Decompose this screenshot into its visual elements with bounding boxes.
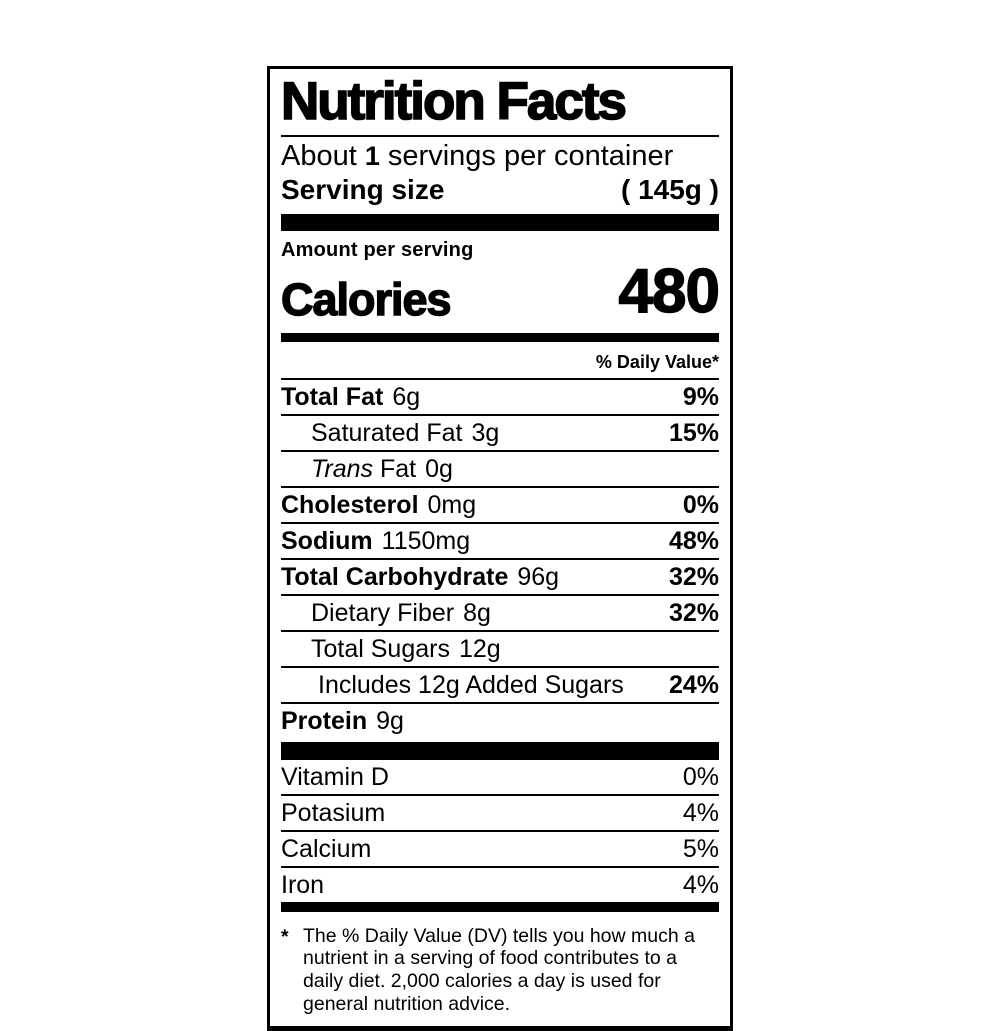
calories-row: Calories 480 (280, 256, 721, 328)
nutrient-amount: 12g (458, 634, 501, 663)
nutrient-row-cholesterol: Cholesterol 0mg 0% (281, 485, 719, 522)
nutrient-row-saturated-fat: Saturated Fat 3g 15% (281, 413, 719, 450)
nutrient-row-vitamin-d: Vitamin D 0% (281, 760, 719, 794)
nutrient-name: Cholesterol (281, 490, 419, 519)
nutrient-row-trans-fat: Trans Fat 0g (281, 449, 719, 486)
nutrient-name: Sodium (281, 526, 373, 555)
serving-size-value: ( 145g ) (620, 173, 719, 205)
macronutrient-section: Total Fat 6g 9% Saturated Fat 3g 15% Trans… (281, 377, 719, 738)
micronutrient-section: Vitamin D 0% Potasium 4% Calcium 5% Iron… (281, 760, 719, 902)
separator-bar-medium (281, 332, 719, 342)
servings-per-container: About 1 servings per container (281, 137, 719, 173)
nutrient-name: Iron (281, 870, 325, 899)
nutrient-name: Total Fat (281, 382, 384, 411)
nutrient-name: Protein (281, 706, 368, 735)
nutrient-daily-value: 24% (668, 670, 719, 699)
nutrient-daily-value: 15% (668, 418, 719, 447)
nutrient-name: Dietary Fiber (311, 598, 455, 627)
nutrient-row-calcium: Calcium 5% (281, 829, 719, 866)
nutrient-amount: 0g (425, 454, 453, 483)
nutrient-amount: 0mg (427, 490, 477, 519)
separator-bar-thick-middle (281, 741, 719, 760)
nutrient-name: Fat (380, 454, 417, 483)
daily-value-footnote: * The % Daily Value (DV) tells you how m… (281, 918, 719, 1016)
nutrient-daily-value: 32% (668, 598, 719, 627)
footnote-text: The % Daily Value (DV) tells you how muc… (303, 924, 695, 1016)
serving-size-label: Serving size (281, 173, 445, 205)
nutrient-daily-value: 0% (682, 762, 719, 791)
nutrient-name: Potasium (281, 798, 386, 827)
calories-label: Calories (280, 273, 452, 325)
daily-value-header: % Daily Value* (595, 351, 719, 372)
nutrient-row-protein: Protein 9g (281, 701, 719, 738)
nutrient-row-total-sugars: Total Sugars 12g (281, 629, 719, 666)
nutrient-daily-value: 0% (682, 490, 719, 519)
nutrient-row-dietary-fiber: Dietary Fiber 8g 32% (281, 593, 719, 630)
nutrient-amount: 8g (463, 598, 491, 627)
nutrient-amount: 6g (392, 382, 421, 411)
separator-bar-thick-top (281, 213, 719, 231)
nutrient-row-iron: Iron 4% (281, 865, 719, 902)
nutrient-name-italic: Trans (311, 454, 380, 483)
nutrient-row-sodium: Sodium 1150mg 48% (281, 521, 719, 558)
nutrient-amount: 3g (471, 418, 500, 447)
nutrient-amount: 9g (376, 706, 404, 735)
nutrient-daily-value: 48% (668, 526, 719, 555)
nutrient-name: Total Carbohydrate (281, 562, 509, 591)
serving-size-row: Serving size ( 145g ) (281, 173, 719, 212)
nutrient-daily-value: 9% (682, 382, 719, 411)
servings-count: 1 (364, 141, 380, 172)
nutrient-row-added-sugars: Includes 12g Added Sugars 24% (281, 665, 719, 702)
servings-prefix: About (281, 140, 365, 173)
nutrient-name: Total Sugars (311, 634, 450, 663)
calories-value: 480 (618, 256, 721, 326)
nutrition-facts-label: Nutrition Facts About 1 servings per con… (267, 66, 733, 1031)
nutrient-daily-value: 32% (668, 562, 719, 591)
nutrient-name: Saturated Fat (311, 418, 463, 447)
nutrient-amount: 96g (517, 562, 560, 591)
nutrient-name: Includes 12g Added Sugars (318, 670, 624, 699)
page-background: Nutrition Facts About 1 servings per con… (267, 66, 733, 1031)
servings-suffix: servings per container (379, 140, 674, 173)
nutrient-row-potassium: Potasium 4% (281, 793, 719, 830)
nutrient-daily-value: 5% (682, 834, 719, 863)
nutrient-row-total-carbohydrate: Total Carbohydrate 96g 32% (281, 557, 719, 594)
nutrient-amount: 1150mg (381, 526, 471, 555)
separator-bar-thick-bottom (281, 901, 719, 912)
footnote-asterisk: * (281, 925, 289, 948)
amount-per-serving-label: Amount per serving (281, 238, 474, 261)
nutrient-daily-value: 4% (682, 870, 719, 899)
nutrient-daily-value: 4% (682, 798, 719, 827)
nutrient-row-total-fat: Total Fat 6g 9% (281, 377, 719, 414)
nutrient-name: Calcium (281, 834, 372, 863)
label-title: Nutrition Facts (280, 73, 719, 138)
nutrient-name: Vitamin D (281, 762, 389, 791)
